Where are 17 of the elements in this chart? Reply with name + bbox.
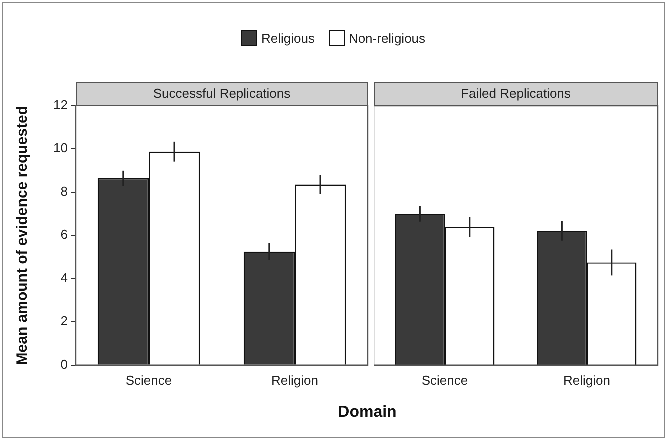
y-tick-label: 8: [60, 184, 68, 199]
x-tick-label: Science: [422, 372, 468, 388]
y-tick-label: 12: [54, 97, 68, 112]
chart-title: Successful Replications: [76, 82, 368, 106]
y-tick-label: 0: [60, 356, 68, 372]
x-tick-label: Religion: [272, 372, 318, 388]
legend-label: Religious: [261, 30, 315, 46]
y-tick-label: 10: [54, 140, 68, 156]
x-tick-label: Religion: [564, 372, 610, 388]
y-tick-label: 6: [60, 227, 68, 242]
x-tick-label: Science: [126, 372, 172, 388]
y-tick-label: 4: [60, 270, 68, 286]
y-tick-label: 2: [60, 314, 68, 329]
x-axis-title: Domain: [337, 404, 398, 422]
y-axis-title: Mean amount of evidence requested: [14, 106, 32, 366]
chart-title: Failed Replications: [374, 82, 658, 106]
legend-label: Non-religious: [348, 30, 426, 46]
